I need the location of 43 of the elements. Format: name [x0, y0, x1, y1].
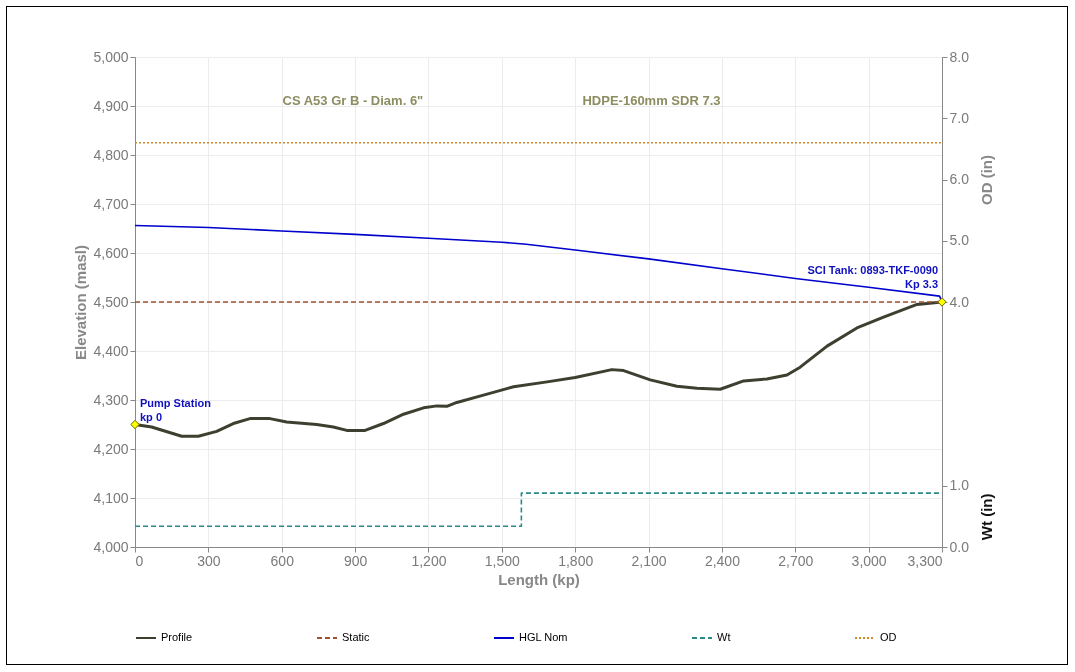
x-tick-label: 1,200 — [411, 552, 447, 569]
legend-label: Profile — [161, 631, 193, 643]
annotation: Pump Station kp 0 — [140, 396, 212, 423]
y3-tick-label: 1.0 — [949, 477, 970, 494]
y2-tick-label: 6.0 — [949, 171, 970, 187]
legend-label: Static — [342, 631, 371, 643]
x-tick-label: 2,700 — [778, 552, 814, 569]
y2-tick-label: 4.0 — [949, 293, 970, 310]
y2-tick-label: 8.0 — [949, 48, 970, 65]
y2-axis-title: OD (in) — [977, 155, 995, 205]
annotation: SCI Tank: 0893-TKF-0090 Kp 3.3 — [807, 264, 938, 290]
x-tick-label: 1,500 — [484, 552, 521, 569]
y-tick-label: 4,000 — [93, 538, 129, 555]
x-tick-label: 0 — [135, 552, 144, 569]
x-tick-label: 3,000 — [851, 552, 887, 569]
annotation: CS A53 Gr B - Diam. 6" — [282, 93, 424, 109]
x-tick-label: 300 — [197, 552, 221, 569]
x-axis-title: Length (kp) — [498, 570, 580, 588]
y-tick-label: 4,900 — [93, 97, 129, 114]
y-tick-label: 4,700 — [93, 195, 129, 212]
legend-label: Wt — [717, 631, 731, 643]
y2-tick-label: 5.0 — [949, 232, 970, 249]
legend-label: OD — [880, 631, 897, 643]
x-tick-label: 1,800 — [558, 552, 594, 569]
x-tick-label: 3,300 — [907, 552, 943, 569]
y-tick-label: 4,300 — [93, 391, 129, 408]
x-tick-label: 600 — [270, 552, 295, 569]
y-axis-title: Elevation (masl) — [72, 244, 90, 361]
y-tick-label: 4,400 — [93, 342, 129, 359]
annotation: HDPE-160mm SDR 7.3 — [582, 93, 721, 109]
x-tick-label: 2,400 — [704, 552, 741, 569]
legend-label: HGL Nom — [519, 631, 568, 643]
y-tick-label: 4,100 — [93, 489, 129, 506]
y3-axis-title: Wt (in) — [977, 493, 995, 541]
y-tick-label: 5,000 — [93, 48, 129, 65]
y-tick-label: 4,500 — [93, 293, 129, 310]
x-tick-label: 900 — [343, 552, 368, 569]
y3-tick-label: 0.0 — [949, 538, 970, 555]
y2-tick-label: 7.0 — [949, 109, 970, 126]
x-tick-label: 2,100 — [631, 552, 667, 569]
y-tick-label: 4,200 — [93, 440, 129, 457]
y-tick-label: 4,600 — [93, 244, 129, 261]
y-tick-label: 4,800 — [93, 146, 129, 163]
